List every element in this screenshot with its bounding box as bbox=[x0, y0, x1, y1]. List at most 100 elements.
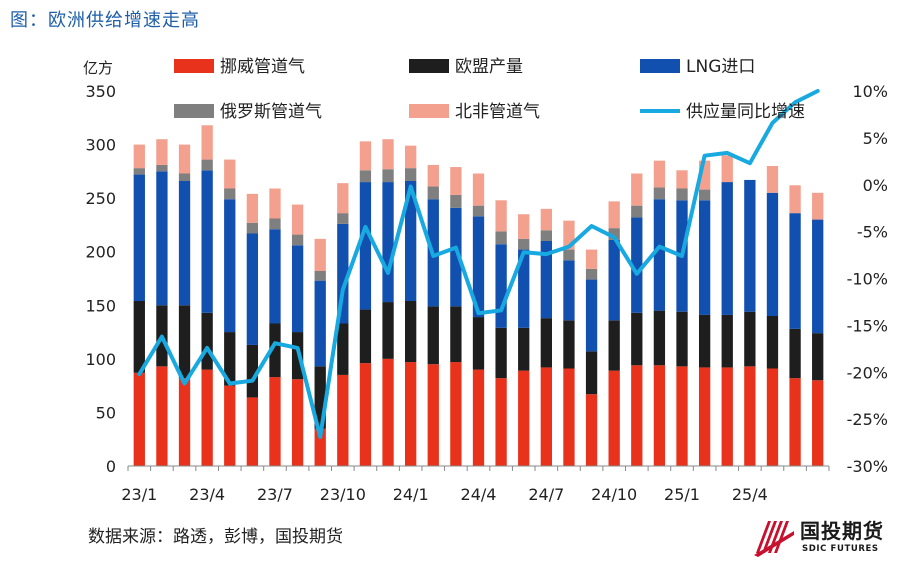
bar-segment bbox=[608, 201, 620, 229]
bar-segment bbox=[653, 365, 666, 466]
bar-segment bbox=[382, 302, 394, 359]
bar-segment bbox=[472, 317, 485, 370]
bar-segment bbox=[337, 213, 349, 224]
legend-swatch bbox=[174, 104, 214, 118]
bar-segment bbox=[450, 167, 462, 195]
bar-segment bbox=[472, 173, 485, 206]
bar-segment bbox=[812, 219, 824, 334]
bar-segment bbox=[246, 344, 259, 398]
bar-segment bbox=[224, 385, 236, 466]
bar-segment bbox=[812, 192, 824, 220]
bar-segment bbox=[744, 366, 756, 466]
bar-segment bbox=[314, 271, 326, 281]
bar-segment bbox=[608, 228, 620, 240]
bar-segment bbox=[631, 205, 643, 218]
bar-segment bbox=[766, 316, 779, 369]
left-axis-tick-label: 350 bbox=[85, 82, 116, 101]
bar-segment bbox=[698, 314, 711, 368]
bar-segment bbox=[405, 362, 417, 466]
right-axis-tick-label: 5% bbox=[863, 129, 888, 148]
bar-segment bbox=[812, 380, 824, 466]
left-axis-tick-label: 200 bbox=[85, 243, 116, 262]
bar-segment bbox=[201, 170, 213, 313]
stacked-bar-line-chart: 亿方 0 50 100 150 200 250 300 350 -30% -25% -20% -15% -… bbox=[83, 57, 888, 504]
bar-segment bbox=[450, 306, 462, 363]
bar-segment bbox=[631, 312, 643, 366]
bar-segment bbox=[133, 372, 145, 466]
bar-segment bbox=[201, 159, 213, 171]
right-axis-tick-label: -10% bbox=[847, 270, 888, 289]
bar-segment bbox=[450, 207, 462, 307]
x-axis-tick-label: 23/7 bbox=[257, 485, 293, 504]
x-axis-tick-label: 24/1 bbox=[393, 485, 429, 504]
bar-segment bbox=[337, 183, 349, 214]
bar-segment bbox=[540, 230, 552, 241]
bar-segment bbox=[540, 241, 552, 319]
bar-segment bbox=[359, 170, 372, 183]
bar-segment bbox=[563, 260, 575, 321]
bar-segment bbox=[359, 182, 372, 310]
x-axis-tick-label: 23/1 bbox=[121, 485, 157, 504]
bar-segment bbox=[698, 189, 711, 201]
legend-label: LNG进口 bbox=[686, 57, 755, 77]
bar-segment bbox=[405, 168, 417, 181]
bar-segment bbox=[653, 187, 666, 200]
right-axis-tick-label: -30% bbox=[847, 457, 888, 476]
right-axis-tick-label: -20% bbox=[847, 363, 888, 382]
x-axis-tick-label: 24/7 bbox=[528, 485, 564, 504]
legend-label: 俄罗斯管道气 bbox=[220, 102, 322, 122]
bar-segment bbox=[789, 328, 801, 379]
bar-segment bbox=[291, 234, 304, 246]
bar-segment bbox=[427, 306, 439, 365]
left-axis-tick-label: 100 bbox=[85, 350, 116, 369]
bar-segment bbox=[766, 368, 779, 466]
bar-segment bbox=[337, 374, 349, 466]
bar-segment bbox=[495, 244, 507, 328]
bar-segment bbox=[585, 268, 598, 280]
bar-segment bbox=[789, 378, 801, 466]
legend-label: 挪威管道气 bbox=[220, 57, 305, 77]
bar-segment bbox=[382, 358, 394, 466]
bar-segment bbox=[766, 192, 779, 316]
legend-label: 北非管道气 bbox=[455, 102, 540, 122]
right-axis-tick-label: -5% bbox=[857, 223, 888, 242]
bar-segment bbox=[518, 249, 530, 328]
bar-segment bbox=[495, 327, 507, 379]
bar-segment bbox=[359, 141, 372, 171]
bar-segment bbox=[133, 144, 145, 169]
x-axis-tick-label: 25/1 bbox=[664, 485, 700, 504]
bar-segment bbox=[450, 194, 462, 208]
bar-segment bbox=[585, 249, 598, 269]
bar-segment bbox=[495, 378, 507, 466]
left-axis-tick-label: 250 bbox=[85, 189, 116, 208]
bar-segment bbox=[314, 366, 326, 429]
bar-segment bbox=[450, 362, 462, 466]
bar-segment bbox=[246, 222, 259, 234]
bar-segment bbox=[201, 125, 213, 160]
bar-segment bbox=[178, 378, 191, 466]
bar-segment bbox=[201, 369, 213, 466]
bar-segment bbox=[156, 171, 168, 306]
bar-segment bbox=[359, 363, 372, 466]
bar-segment bbox=[382, 169, 394, 183]
bar-segment bbox=[156, 366, 168, 466]
bar-segment bbox=[495, 231, 507, 245]
yoy-growth-line bbox=[137, 89, 820, 439]
legend-swatch bbox=[409, 104, 449, 118]
bar-segment bbox=[405, 301, 417, 363]
bar-segment bbox=[359, 309, 372, 364]
bar-segment bbox=[676, 366, 688, 466]
bar-segment bbox=[518, 214, 530, 239]
bar-segment bbox=[291, 379, 304, 466]
bar-segment bbox=[518, 327, 530, 371]
logo-subtitle: SDIC FUTURES bbox=[802, 544, 879, 554]
x-axis-tick-label: 23/4 bbox=[189, 485, 225, 504]
right-axis-tick-label: -15% bbox=[847, 316, 888, 335]
bar-segment bbox=[698, 367, 711, 466]
legend-swatch bbox=[174, 59, 214, 73]
bar-segment bbox=[563, 368, 575, 466]
bar-segment bbox=[314, 428, 326, 466]
bar-segment bbox=[156, 139, 168, 165]
bar-segment bbox=[246, 397, 259, 466]
bar-segment bbox=[382, 139, 394, 170]
